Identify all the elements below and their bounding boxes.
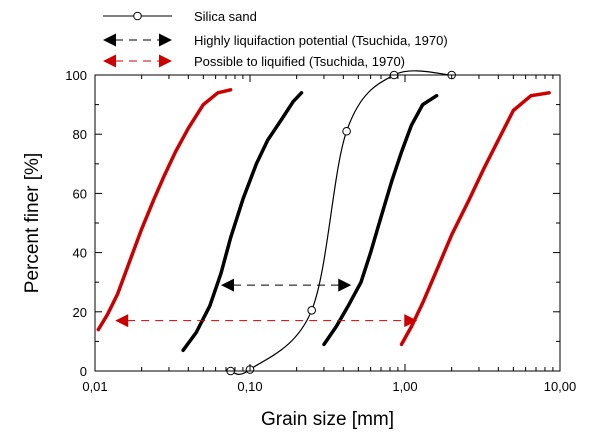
y-axis-ticks: 0 20 40 60 80 100	[65, 68, 560, 379]
legend-arrow-left	[103, 54, 116, 68]
x-tick-label: 10,00	[544, 379, 577, 394]
markers	[226, 70, 456, 376]
legend: Silica sand Highly liquifaction potential…	[103, 9, 448, 69]
y-tick-label: 20	[73, 305, 87, 320]
y-tick-label: 40	[73, 246, 87, 261]
range-arrow-left	[221, 278, 235, 292]
legend-arrow-left	[103, 33, 116, 47]
plot-frame	[94, 74, 561, 372]
legend-marker	[133, 11, 142, 21]
y-tick-label: 0	[80, 364, 87, 379]
range-arrow-right	[404, 314, 418, 328]
plot-area: 0,01 0,10 1,00 10,00 0 20 40 60 80 100	[65, 68, 576, 394]
curves	[96, 70, 551, 375]
x-axis-title: Grain size [mm]	[261, 409, 394, 430]
y-tick-label: 80	[73, 127, 87, 142]
legend-arrow-right	[159, 33, 172, 47]
legend-label: Highly liquifaction potential (Tsuchida,…	[194, 33, 448, 48]
legend-arrow-right	[159, 54, 172, 68]
range-arrow-right	[338, 278, 352, 292]
boundary-curve	[181, 91, 304, 353]
y-axis-title: Percent finer [%]	[22, 153, 43, 293]
boundary-curve	[399, 91, 551, 347]
x-tick-label: 1,00	[392, 379, 417, 394]
silica-sand-marker	[342, 126, 351, 136]
x-tick-label: 0,10	[237, 379, 262, 394]
silica-sand-marker	[307, 306, 316, 315]
x-axis-ticks: 0,01 0,10 1,00 10,00	[82, 75, 576, 394]
range-arrow-left	[115, 314, 129, 328]
range-arrows	[115, 278, 418, 328]
x-tick-label: 0,01	[82, 379, 107, 394]
legend-label: Silica sand	[194, 9, 257, 24]
boundary-curve	[96, 88, 233, 332]
y-tick-label: 100	[65, 68, 87, 83]
y-tick-label: 60	[73, 186, 87, 201]
silica-sand-line	[230, 70, 452, 375]
legend-label: Possible to liquified (Tsuchida, 1970)	[194, 54, 405, 69]
boundary-curve	[322, 93, 439, 347]
